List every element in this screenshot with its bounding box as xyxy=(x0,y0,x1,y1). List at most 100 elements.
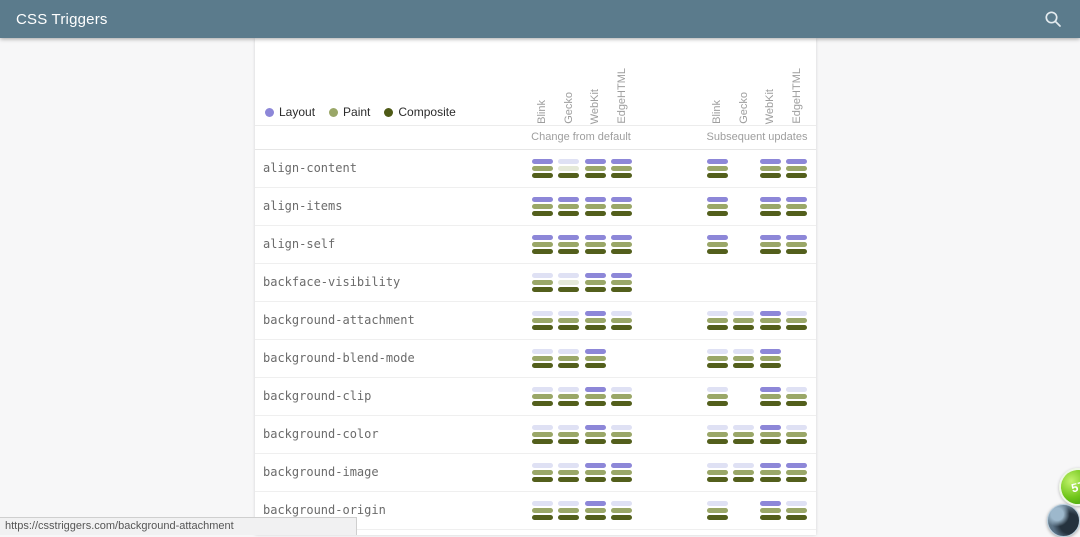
layout-bar xyxy=(584,197,606,202)
paint-bar xyxy=(531,432,553,437)
browser-header-label: WebKit xyxy=(764,88,776,124)
table-row[interactable]: background-clip xyxy=(255,378,816,416)
layout-bar xyxy=(531,159,553,164)
table-row[interactable]: background-attachment xyxy=(255,302,816,340)
layout-bar xyxy=(706,235,728,240)
trigger-cell-gecko xyxy=(558,501,579,522)
composite-bar xyxy=(733,363,754,368)
layout-bar xyxy=(611,501,632,506)
property-name[interactable]: background-clip xyxy=(263,389,372,403)
composite-bar xyxy=(611,477,632,482)
paint-bar xyxy=(733,356,754,361)
layout-bar xyxy=(786,159,807,164)
browser-header-label: Gecko xyxy=(562,92,575,124)
composite-bar xyxy=(759,173,781,178)
layout-bar xyxy=(531,463,553,468)
trigger-cell-edgehtml xyxy=(786,425,807,446)
layout-bar xyxy=(706,425,728,430)
column-group-subsequent: Subsequent updates xyxy=(706,131,808,143)
property-name[interactable]: align-self xyxy=(263,237,336,251)
paint-bar xyxy=(706,242,728,247)
browser-header-edgehtml: EdgeHTML xyxy=(611,54,632,124)
table-row[interactable]: align-content xyxy=(255,150,816,188)
property-name[interactable]: background-origin xyxy=(263,503,386,517)
paint-bar xyxy=(584,242,606,247)
paint-bar xyxy=(611,470,632,475)
composite-bar xyxy=(706,325,728,330)
score-badge-value: 57 xyxy=(1069,478,1080,496)
property-name[interactable]: background-attachment xyxy=(263,313,415,327)
layout-bar xyxy=(759,349,781,354)
avatar[interactable] xyxy=(1047,504,1080,537)
property-name[interactable]: align-content xyxy=(263,161,357,175)
composite-bar xyxy=(759,515,781,520)
status-bar-url: https://csstriggers.com/background-attac… xyxy=(5,520,234,532)
table-row[interactable]: align-self xyxy=(255,226,816,264)
trigger-cell-edgehtml xyxy=(786,159,807,180)
trigger-cell-gecko xyxy=(558,159,579,180)
app-bar: CSS Triggers xyxy=(0,0,1080,38)
property-name[interactable]: backface-visibility xyxy=(263,275,401,289)
property-name[interactable]: background-color xyxy=(263,427,379,441)
paint-bar xyxy=(759,204,781,209)
trigger-cell-blink xyxy=(706,425,728,446)
paint-bar xyxy=(786,204,807,209)
paint-bar xyxy=(733,432,754,437)
paint-bar xyxy=(558,470,579,475)
composite-bar xyxy=(531,249,553,254)
layout-bar xyxy=(786,425,807,430)
browser-header-gecko: Gecko xyxy=(733,54,754,124)
trigger-cell-blink xyxy=(706,235,728,256)
table-row[interactable]: background-image xyxy=(255,454,816,492)
layout-bar xyxy=(558,197,579,202)
layout-bar xyxy=(733,349,754,354)
table-row[interactable]: background-color xyxy=(255,416,816,454)
composite-bar xyxy=(584,287,606,292)
trigger-cell-blink xyxy=(706,197,728,218)
table-row[interactable]: align-items xyxy=(255,188,816,226)
paint-bar xyxy=(759,470,781,475)
layout-bar xyxy=(584,387,606,392)
layout-bar xyxy=(786,501,807,506)
paint-bar xyxy=(531,204,553,209)
layout-bar xyxy=(733,425,754,430)
property-name[interactable]: background-image xyxy=(263,465,379,479)
composite-bar xyxy=(706,173,728,178)
paint-bar xyxy=(558,242,579,247)
composite-bar xyxy=(611,211,632,216)
browser-header-blink: Blink xyxy=(707,54,728,124)
composite-bar xyxy=(759,363,781,368)
composite-bar xyxy=(531,515,553,520)
trigger-cell-webkit xyxy=(759,387,781,408)
trigger-cell-webkit xyxy=(584,501,606,522)
browser-header-edgehtml: EdgeHTML xyxy=(786,54,807,124)
table-row[interactable]: background-blend-mode xyxy=(255,340,816,378)
paint-bar xyxy=(759,394,781,399)
paint-bar xyxy=(584,318,606,323)
score-badge[interactable]: 57 xyxy=(1054,463,1080,511)
trigger-cell-webkit xyxy=(584,273,606,294)
paint-bar xyxy=(786,508,807,513)
property-name[interactable]: background-blend-mode xyxy=(263,351,415,365)
trigger-cell-webkit xyxy=(759,501,781,522)
paint-bar xyxy=(611,204,632,209)
composite-bar xyxy=(558,173,579,178)
table-rows: align-content align-items align-self backfa… xyxy=(255,150,816,535)
trigger-cell-edgehtml xyxy=(786,463,807,484)
composite-bar xyxy=(786,211,807,216)
trigger-cell-blink xyxy=(706,387,728,408)
trigger-cell-edgehtml xyxy=(611,463,632,484)
table-row[interactable]: backface-visibility xyxy=(255,264,816,302)
paint-bar xyxy=(759,318,781,323)
composite-bar xyxy=(611,515,632,520)
trigger-cell-gecko xyxy=(558,387,579,408)
search-icon[interactable] xyxy=(1044,10,1062,28)
table-row[interactable] xyxy=(255,530,816,535)
trigger-cell-blink xyxy=(706,349,728,370)
paint-bar xyxy=(759,242,781,247)
paint-bar xyxy=(786,432,807,437)
property-name[interactable]: align-items xyxy=(263,199,343,213)
legend-label: Paint xyxy=(343,105,371,119)
trigger-cell-blink xyxy=(531,387,553,408)
composite-bar xyxy=(759,401,781,406)
